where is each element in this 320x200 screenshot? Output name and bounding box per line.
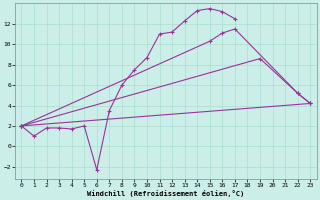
X-axis label: Windchill (Refroidissement éolien,°C): Windchill (Refroidissement éolien,°C) [87,190,244,197]
